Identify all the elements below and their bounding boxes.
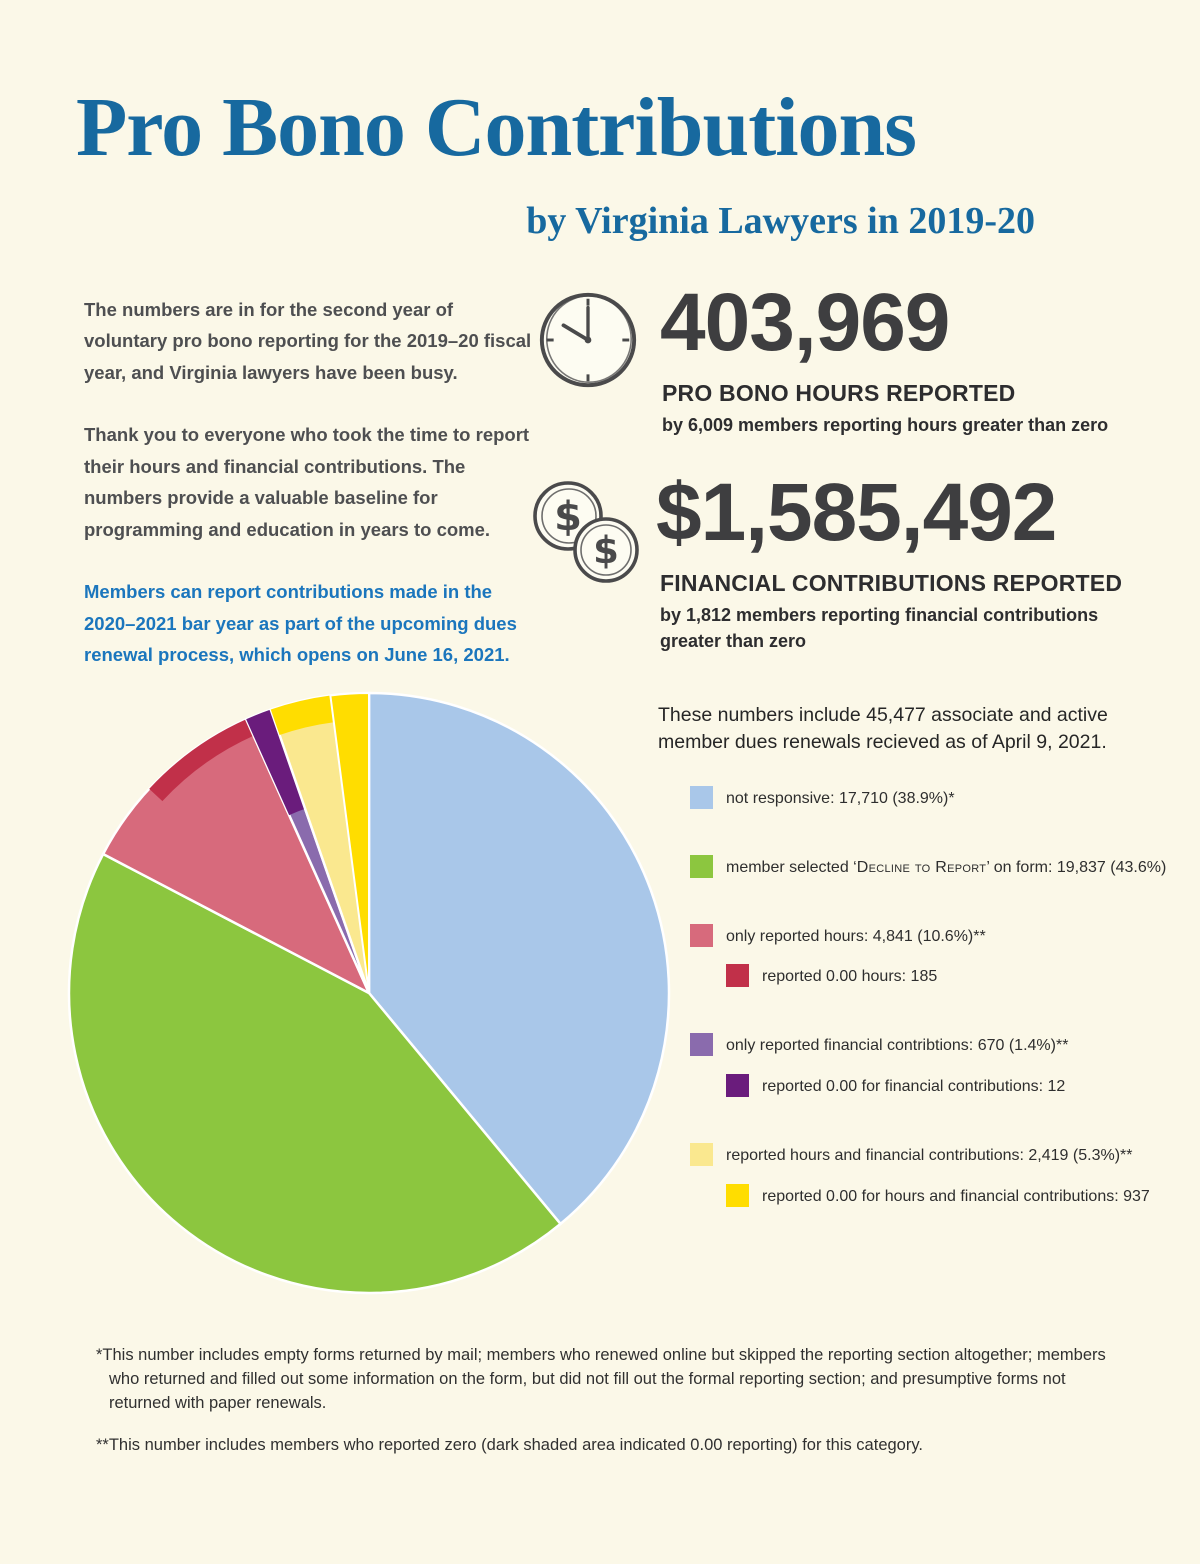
pie-slice-4-zero-wedge (329, 692, 370, 994)
legend-decline-to-report-swatch (690, 854, 713, 878)
pie-slice-0 (367, 691, 671, 1226)
financial-contributions-value: $1,585,492 (656, 467, 1057, 558)
footnotes: *This number includes empty forms return… (96, 1344, 1108, 1458)
financial-contributions-subtext: by 1,812 members reporting financial con… (660, 605, 1099, 652)
svg-text:$: $ (554, 494, 582, 540)
intro-paragraph-1: The numbers are in for the second year o… (84, 299, 532, 383)
legend-zero-hours: reported 0.00 hours: 185 (726, 964, 1170, 988)
legend-only-hours-label: only reported hours: 4,841 (10.6%)** (726, 927, 986, 945)
legend-not-responsive: not responsive: 17,710 (38.9%)* (690, 786, 1170, 810)
legend-only-financial-swatch (690, 1033, 713, 1057)
legend-decline-to-report-label: member selected ‘Decline to Report’ on f… (726, 858, 1167, 876)
legend-zero-hours-swatch (726, 964, 749, 988)
legend-hours-and-financial: reported hours and financial contributio… (690, 1142, 1170, 1167)
pie-slice-3-zero-band (246, 709, 306, 816)
clock-icon (534, 286, 642, 394)
legend-only-hours: only reported hours: 4,841 (10.6%)** (690, 923, 1170, 948)
legend-only-financial-label: only reported financial contribtions: 67… (726, 1037, 1069, 1055)
legend-zero-both-swatch (726, 1183, 749, 1207)
financial-contributions-label: FINANCIAL CONTRIBUTIONS REPORTED (660, 570, 1123, 596)
footnote-2: **This number includes members who repor… (96, 1435, 923, 1454)
pro-bono-hours-value: 403,969 (660, 277, 950, 368)
footnote-1: *This number includes empty forms return… (96, 1346, 1106, 1412)
legend-only-hours-swatch (690, 923, 713, 947)
pro-bono-hours-subtext: by 6,009 members reporting hours greater… (662, 415, 1109, 435)
page-subtitle: by Virginia Lawyers in 2019-20 (526, 200, 1035, 242)
svg-text:$: $ (593, 529, 619, 572)
legend-decline-to-report: member selected ‘Decline to Report’ on f… (690, 854, 1170, 879)
legend-zero-financial: reported 0.00 for financial contribution… (726, 1073, 1170, 1098)
legend-zero-both-label: reported 0.00 for hours and financial co… (762, 1187, 1150, 1205)
legend-intro: These numbers include 45,477 associate a… (658, 704, 1108, 754)
pro-bono-hours-label: PRO BONO HOURS REPORTED (662, 380, 1016, 406)
legend-zero-financial-swatch (726, 1073, 749, 1097)
intro-paragraph-2: Thank you to everyone who took the time … (84, 424, 530, 540)
pie-slice-1 (67, 852, 562, 1295)
pie-chart (67, 691, 671, 1295)
intro-text: The numbers are in for the second year o… (84, 294, 532, 701)
pie-slice-4-zero-band (270, 695, 334, 736)
pie-legend: not responsive: 17,710 (38.9%)* member se… (690, 786, 1170, 1207)
legend-not-responsive-swatch (690, 786, 713, 809)
legend-hours-and-financial-swatch (690, 1142, 713, 1166)
intro-paragraph-3: Members can report contributions made in… (84, 581, 517, 665)
legend-zero-both: reported 0.00 for hours and financial co… (726, 1183, 1170, 1208)
coins-icon: $ $ (526, 476, 648, 592)
legend-zero-financial-label: reported 0.00 for financial contribution… (762, 1077, 1066, 1095)
legend-zero-hours-label: reported 0.00 hours: 185 (762, 968, 938, 986)
pie-slice-2-zero-band (149, 719, 254, 802)
legend-only-financial: only reported financial contribtions: 67… (690, 1033, 1170, 1057)
legend-not-responsive-label: not responsive: 17,710 (38.9%)* (726, 790, 955, 807)
legend-hours-and-financial-label: reported hours and financial contributio… (726, 1146, 1133, 1164)
page-title: Pro Bono Contributions (76, 81, 917, 174)
